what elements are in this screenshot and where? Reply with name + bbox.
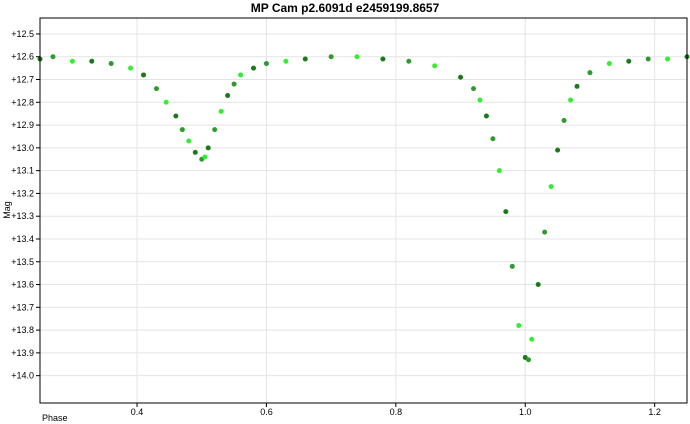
data-point xyxy=(192,149,198,155)
data-point xyxy=(432,63,438,69)
grid-lines xyxy=(40,18,687,403)
y-tick-label: +12.6 xyxy=(11,52,34,62)
data-point xyxy=(406,58,412,64)
data-point xyxy=(205,145,211,151)
y-tick-label: +13.0 xyxy=(11,143,34,153)
data-point xyxy=(354,54,360,60)
data-point xyxy=(496,168,502,174)
data-point xyxy=(163,99,169,105)
data-point xyxy=(542,229,548,235)
data-point xyxy=(568,97,574,103)
x-tick-label: 0.4 xyxy=(131,407,144,417)
y-tick-label: +13.3 xyxy=(11,211,34,221)
data-point xyxy=(483,113,489,119)
y-axis-ticks: +12.5 +12.6 +12.7 +12.8 +12.9 +13.0 +13.1 +13.2… xyxy=(11,29,40,381)
data-point xyxy=(179,127,185,133)
x-tick-label: 0.8 xyxy=(390,407,403,417)
y-tick-label: +13.7 xyxy=(11,302,34,312)
data-point xyxy=(128,65,134,71)
data-point xyxy=(574,83,580,89)
x-tick-label: 0.6 xyxy=(260,407,273,417)
data-point xyxy=(561,118,567,124)
data-point xyxy=(509,263,515,269)
y-tick-label: +13.5 xyxy=(11,257,34,267)
data-point xyxy=(529,336,535,342)
plot-frame xyxy=(39,17,688,404)
data-point xyxy=(202,154,208,160)
data-points xyxy=(37,54,690,363)
data-point xyxy=(626,58,632,64)
y-tick-label: +12.7 xyxy=(11,75,34,85)
data-point xyxy=(302,56,308,62)
data-point xyxy=(490,136,496,142)
chart-title: MP Cam p2.6091d e2459199.8657 xyxy=(250,1,440,15)
data-point xyxy=(283,58,289,64)
y-tick-label: +13.1 xyxy=(11,166,34,176)
x-tick-label: 1.0 xyxy=(519,407,532,417)
data-point xyxy=(173,113,179,119)
x-axis-ticks: 0.4 0.6 0.8 1.0 1.2 xyxy=(131,403,661,417)
data-point xyxy=(477,97,483,103)
data-point xyxy=(238,72,244,78)
data-point xyxy=(470,86,476,92)
x-axis-title: Phase xyxy=(42,413,68,423)
data-point xyxy=(218,108,224,114)
plot-background xyxy=(40,18,687,403)
y-tick-label: +12.9 xyxy=(11,120,34,130)
data-point xyxy=(458,74,464,80)
data-point xyxy=(548,184,554,190)
data-point xyxy=(665,56,671,62)
data-point xyxy=(69,58,75,64)
data-point xyxy=(380,56,386,62)
data-point xyxy=(516,323,522,329)
data-point xyxy=(328,54,334,60)
data-point xyxy=(606,61,612,67)
data-point xyxy=(225,92,231,98)
data-point xyxy=(263,61,269,67)
data-point xyxy=(231,81,237,87)
data-point xyxy=(212,127,218,133)
y-tick-label: +13.6 xyxy=(11,280,34,290)
data-point xyxy=(645,56,651,62)
data-point xyxy=(525,357,531,363)
y-axis-title: Mag xyxy=(2,201,12,219)
y-tick-label: +13.8 xyxy=(11,325,34,335)
data-point xyxy=(251,65,257,71)
data-point xyxy=(89,58,95,64)
data-point xyxy=(535,282,541,288)
data-point xyxy=(503,209,509,215)
data-point xyxy=(141,72,147,78)
data-point xyxy=(186,138,192,144)
y-tick-label: +13.4 xyxy=(11,234,34,244)
data-point xyxy=(555,147,561,153)
y-tick-label: +12.5 xyxy=(11,29,34,39)
y-tick-label: +12.8 xyxy=(11,97,34,107)
data-point xyxy=(50,54,56,60)
data-point xyxy=(153,86,159,92)
y-tick-label: +14.0 xyxy=(11,371,34,381)
data-point xyxy=(587,70,593,76)
y-tick-label: +13.2 xyxy=(11,188,34,198)
x-tick-label: 1.2 xyxy=(648,407,661,417)
y-tick-label: +13.9 xyxy=(11,348,34,358)
data-point xyxy=(108,61,114,67)
